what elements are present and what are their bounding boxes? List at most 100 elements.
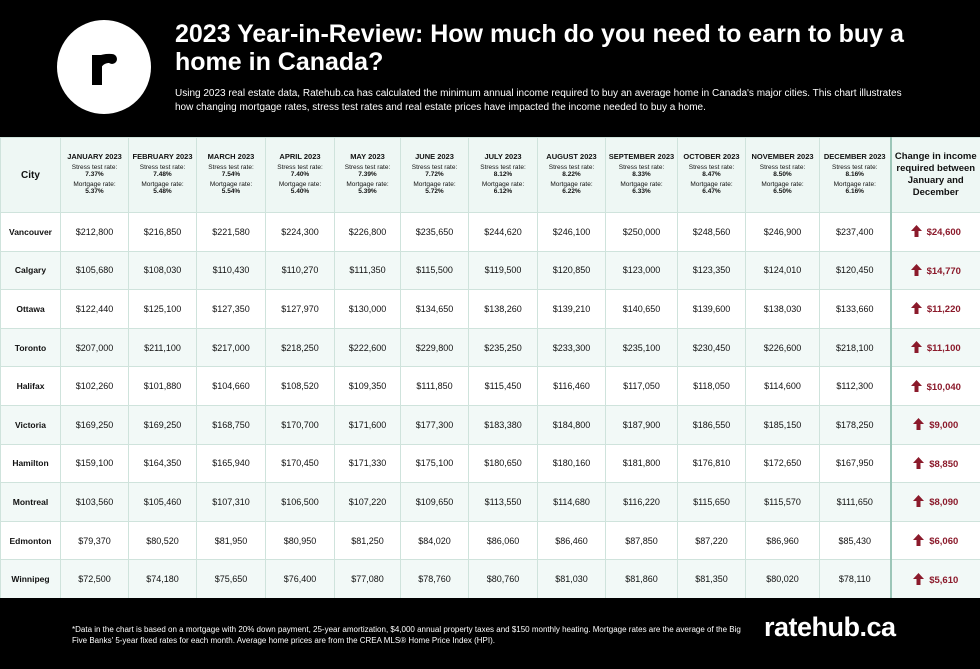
up-arrow xyxy=(913,418,925,431)
stress-label: Stress test rate: xyxy=(344,164,391,171)
up-arrow xyxy=(910,225,922,238)
income: $169,250 xyxy=(60,404,129,445)
stress-rate: 8.16% xyxy=(845,171,864,178)
income: $87,850 xyxy=(605,520,678,561)
city: Victoria xyxy=(0,404,61,445)
stress-label: Stress test rate: xyxy=(411,164,458,171)
income: $116,220 xyxy=(605,482,678,522)
table-container: City JANUARY 2023 Stress test rate: 7.37% Mo… xyxy=(0,137,980,599)
income: $103,560 xyxy=(60,482,129,522)
mortgage-label: Mortgage rate: xyxy=(620,181,663,188)
income: $107,310 xyxy=(196,482,266,522)
income: $80,760 xyxy=(468,559,538,599)
change-value: $8,850 xyxy=(929,458,959,470)
income: $170,700 xyxy=(265,404,335,445)
income: $235,650 xyxy=(400,212,469,252)
income: $114,680 xyxy=(537,482,606,522)
income: $248,560 xyxy=(677,212,746,252)
stress-label: Stress test rate: xyxy=(71,164,118,171)
change: $8,850 xyxy=(889,443,980,484)
income: $244,620 xyxy=(468,212,538,252)
income: $80,950 xyxy=(265,520,335,561)
income: $172,650 xyxy=(745,443,820,484)
income: $139,210 xyxy=(537,289,606,329)
change-value: $14,770 xyxy=(926,265,961,277)
mortgage-rate: 6.12% xyxy=(493,188,513,195)
income: $212,800 xyxy=(60,212,129,252)
title: 2023 Year-in-Review: How much do you nee… xyxy=(175,20,904,76)
income: $207,000 xyxy=(60,327,129,368)
income: $186,550 xyxy=(677,404,746,445)
income: $125,100 xyxy=(128,289,197,329)
mortgage-label: Mortgage rate: xyxy=(481,181,525,188)
income: $237,400 xyxy=(819,212,891,252)
row: Ottawa $122,440 $125,100 $127,350 $127,970 $1… xyxy=(0,289,980,329)
income: $115,450 xyxy=(468,366,538,406)
income: $75,650 xyxy=(196,559,266,599)
mortgage-rate: 6.33% xyxy=(632,188,651,195)
row: Vancouver $212,800 $216,850 $221,580 $224,30… xyxy=(0,212,980,252)
income: $120,850 xyxy=(537,250,606,291)
income: $134,650 xyxy=(400,289,469,329)
income: $235,100 xyxy=(605,327,678,368)
month-header: MAY 2023 Stress test rate: 7.39% Mortgage r… xyxy=(334,137,401,213)
income: $105,680 xyxy=(60,250,129,291)
income: $108,030 xyxy=(128,250,197,291)
mortgage-label: Mortgage rate: xyxy=(761,181,804,188)
income: $169,250 xyxy=(128,404,197,445)
income: $185,150 xyxy=(745,404,820,445)
mortgage-rate: 5.37% xyxy=(85,188,104,195)
income: $80,020 xyxy=(745,559,820,599)
month-header: NOVEMBER 2023 Stress test rate: 8.50% Mortg… xyxy=(745,137,820,213)
mortgage-rate: 5.72% xyxy=(425,188,444,195)
income: $127,350 xyxy=(196,289,266,329)
month-header: FEBRUARY 2023 Stress test rate: 7.48% Mortg… xyxy=(128,137,197,213)
change: $14,770 xyxy=(889,250,980,291)
change: $9,000 xyxy=(889,404,980,445)
income: $81,350 xyxy=(677,559,746,599)
stress-label: Stress test rate: xyxy=(277,164,323,171)
income: $108,520 xyxy=(265,366,335,406)
city: Toronto xyxy=(0,327,61,368)
income: $164,350 xyxy=(128,443,197,484)
income: $102,260 xyxy=(60,366,129,406)
change-value: $11,100 xyxy=(926,343,961,355)
month-header: AUGUST 2023 Stress test rate: 8.22% Mortgag… xyxy=(537,137,606,213)
income: $78,110 xyxy=(819,559,891,599)
income: $80,520 xyxy=(128,520,197,561)
change-value: $24,600 xyxy=(926,227,961,239)
income: $86,060 xyxy=(468,520,538,561)
stress-label: Stress test rate: xyxy=(548,164,595,171)
income: $170,450 xyxy=(265,443,335,484)
month-header: JANUARY 2023 Stress test rate: 7.37% Mortga… xyxy=(60,137,129,213)
income: $109,350 xyxy=(334,366,401,406)
change-header: Change in income required between Januar… xyxy=(889,137,980,213)
mortgage-label: Mortgage rate: xyxy=(73,181,116,188)
change: $10,040 xyxy=(889,366,980,406)
income: $84,020 xyxy=(400,520,469,561)
income: $77,080 xyxy=(334,559,401,599)
income: $117,050 xyxy=(605,366,678,406)
income: $81,030 xyxy=(537,559,606,599)
row: Edmonton $79,370 $80,520 $81,950 $80,950 $81,… xyxy=(0,520,980,561)
mortgage-label: Mortgage rate: xyxy=(346,181,389,188)
footer: *Data in the chart is based on a mortgag… xyxy=(0,598,980,669)
income: $139,600 xyxy=(677,289,746,329)
income: $81,950 xyxy=(196,520,266,561)
income: $111,650 xyxy=(819,482,891,522)
income: $110,430 xyxy=(196,250,266,291)
income: $217,000 xyxy=(196,327,266,368)
up-arrow xyxy=(910,302,922,315)
income: $104,660 xyxy=(196,366,266,406)
header-cell: City xyxy=(0,137,61,213)
income: $140,650 xyxy=(605,289,678,329)
income: $183,380 xyxy=(468,404,538,445)
income: $106,500 xyxy=(265,482,335,522)
change: $5,610 xyxy=(889,559,980,599)
income: $113,550 xyxy=(468,482,538,522)
month-header: MARCH 2023 Stress test rate: 7.54% Mortgage… xyxy=(196,137,266,213)
stress-rate: 7.72% xyxy=(425,171,444,178)
city: Montreal xyxy=(0,482,61,522)
change-value: $8,090 xyxy=(929,497,959,509)
